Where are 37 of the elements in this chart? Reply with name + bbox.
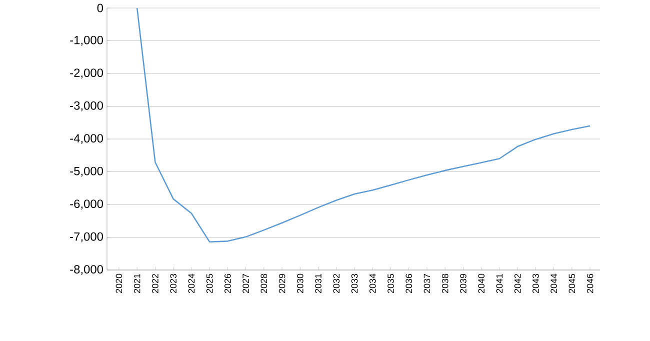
x-tick-label: 2031 <box>315 274 322 294</box>
x-tick-label: 2040 <box>478 274 485 294</box>
y-tick-label: -5,000 <box>70 166 104 177</box>
x-tick-label: 2039 <box>460 274 466 294</box>
x-tick-label: 2027 <box>242 274 249 294</box>
x-tick-label: 2020 <box>116 274 122 294</box>
x-tick-label: 2032 <box>333 274 340 294</box>
y-tick-label: -2,000 <box>70 68 104 78</box>
y-tick-label: -8,000 <box>70 265 104 275</box>
y-tick-label: -7,000 <box>70 232 104 242</box>
x-tick-label: 2033 <box>351 274 358 294</box>
x-tick-label: 2046 <box>586 274 594 294</box>
x-tick-label: 2021 <box>134 274 140 294</box>
x-tick-label: 2025 <box>206 274 213 294</box>
y-tick-label: 0 <box>97 4 104 12</box>
x-tick-label: 2043 <box>532 274 539 294</box>
x-tick-label: 2035 <box>388 274 394 294</box>
x-tick-label: 2037 <box>424 274 430 294</box>
y-tick-label: -3,000 <box>70 101 104 112</box>
x-tick-label: 2036 <box>406 274 412 294</box>
x-tick-label: 2029 <box>278 274 286 294</box>
x-tick-label: 2028 <box>260 274 268 294</box>
x-tick-label: 2022 <box>152 274 158 294</box>
x-tick-label: 2030 <box>296 274 304 294</box>
y-tick-label: -6,000 <box>70 200 104 210</box>
x-tick-label: 2041 <box>496 274 503 294</box>
x-tick-label: 2038 <box>442 274 448 294</box>
y-tick-label: -4,000 <box>70 134 104 144</box>
x-tick-label: 2034 <box>369 274 376 294</box>
x-tick-label: 2023 <box>170 274 176 294</box>
y-tick-label: -1,000 <box>70 36 104 46</box>
x-tick-label: 2026 <box>224 274 231 294</box>
x-tick-label: 2045 <box>568 274 576 294</box>
x-tick-label: 2044 <box>550 274 557 294</box>
line-series <box>136 8 591 242</box>
x-tick-label: 2042 <box>514 274 521 294</box>
x-tick-label: 2024 <box>188 274 195 294</box>
